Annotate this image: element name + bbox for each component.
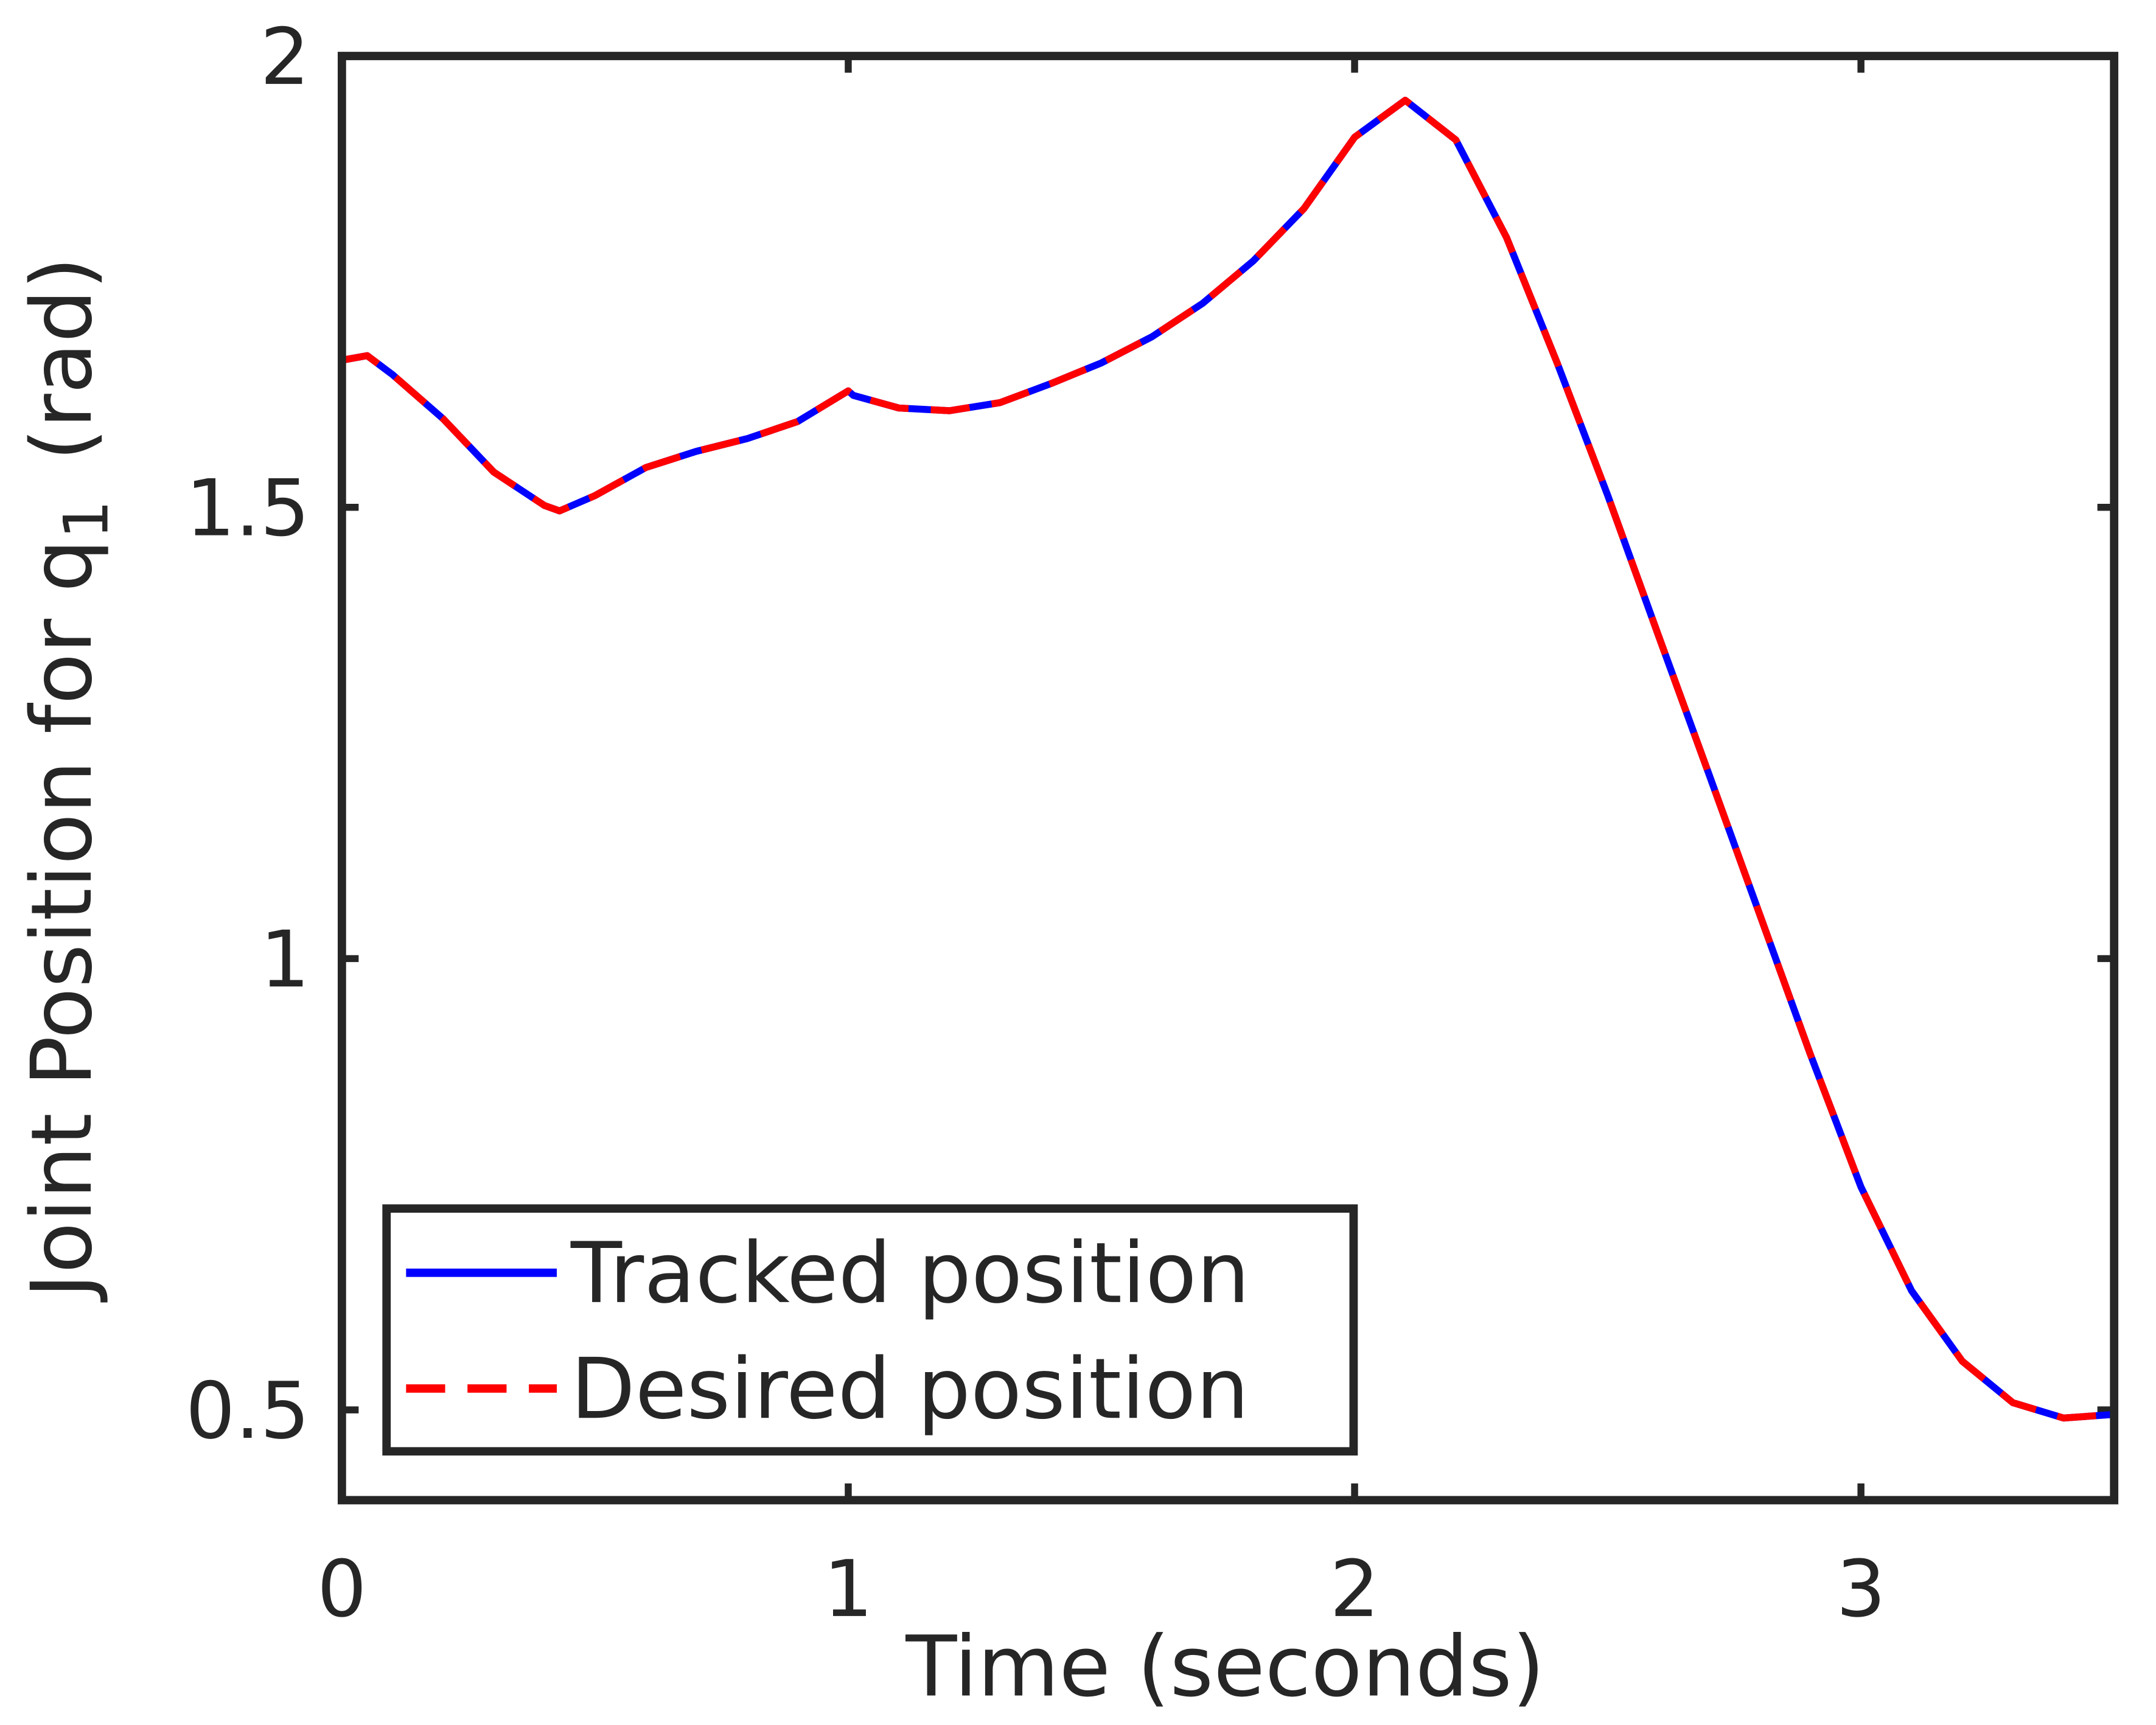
x-axis-label: Time (seconds) [905,1619,1544,1716]
y-axis-label-text: Joint Position for q [13,539,111,1303]
y-axis-label-unit: (rad) [13,257,111,461]
x-tick-label: 0 [317,1544,367,1635]
legend-label: Desired position [571,1340,1249,1438]
y-tick-label: 0.5 [186,1366,310,1457]
legend-label: Tracked position [570,1225,1250,1322]
y-tick-label: 1 [260,915,310,1005]
legend-box [382,1204,1358,1456]
y-axis-label-subscript: 1 [51,500,122,539]
x-tick-label: 3 [1836,1544,1886,1635]
y-tick-label: 2 [260,12,310,103]
plot-frame [337,52,2119,1505]
y-tick-label: 1.5 [186,464,310,554]
x-tick-label: 1 [823,1544,873,1635]
x-tick-label: 2 [1330,1544,1380,1635]
series-line [341,96,2115,1422]
y-axis-label: Joint Position for q1 (rad) [13,257,122,1303]
